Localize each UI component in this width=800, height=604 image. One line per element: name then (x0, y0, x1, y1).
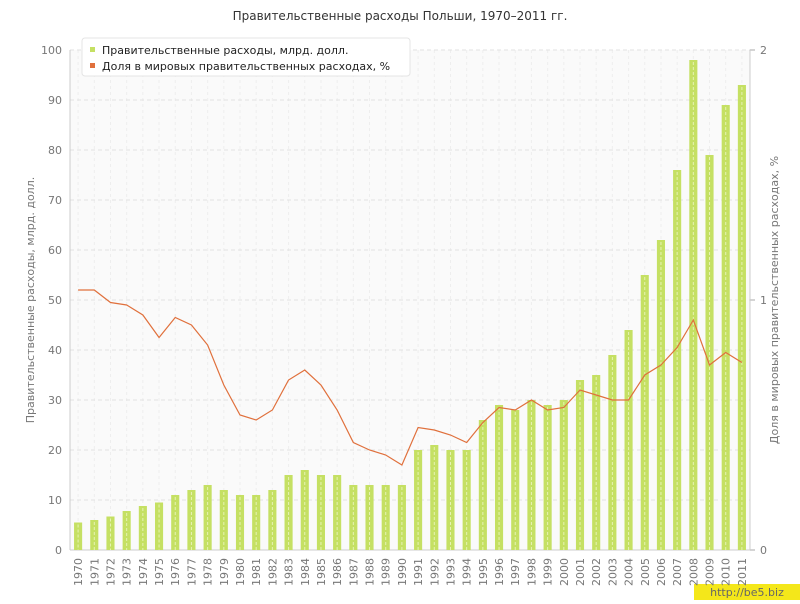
chart-title: Правительственные расходы Польши, 1970–2… (233, 9, 568, 23)
x-tick-label: 2000 (558, 558, 571, 586)
y-tick-label: 30 (48, 394, 62, 407)
x-tick-label: 1972 (104, 558, 117, 586)
line (78, 289, 743, 466)
x-tick-label: 1992 (428, 558, 441, 586)
x-tick-label: 1980 (234, 558, 247, 586)
x-tick-label: 1996 (493, 558, 506, 586)
x-tick-label: 1971 (88, 558, 101, 586)
x-tick-label: 1979 (218, 558, 231, 586)
x-tick-label: 1973 (121, 558, 134, 586)
y2-tick-label: 2 (760, 44, 767, 57)
x-tick-label: 1998 (525, 558, 538, 586)
y-tick-label: 40 (48, 344, 62, 357)
y-tick-label: 60 (48, 244, 62, 257)
x-tick-label: 2010 (720, 558, 733, 586)
x-tick-label: 1976 (169, 558, 182, 586)
x-tick-label: 1994 (461, 558, 474, 586)
x-tick-label: 2003 (606, 558, 619, 586)
x-tick-label: 1988 (364, 558, 377, 586)
x-tick-label: 1986 (331, 558, 344, 586)
y2-tick-label: 0 (760, 544, 767, 557)
x-tick-label: 1981 (250, 558, 263, 586)
x-tick-label: 1974 (137, 558, 150, 586)
x-tick-label: 2002 (590, 558, 603, 586)
x-tick-label: 1997 (509, 558, 522, 586)
legend-label: Правительственные расходы, млрд. долл. (102, 44, 348, 57)
x-tick-label: 1989 (380, 558, 393, 586)
x-tick-label: 2004 (623, 558, 636, 586)
legend-swatch (90, 47, 95, 52)
x-tick-label: 1993 (444, 558, 457, 586)
x-tick-label: 2005 (639, 558, 652, 586)
legend-label: Доля в мировых правительственных расхода… (102, 60, 390, 73)
x-tick-label: 1987 (347, 558, 360, 586)
y-tick-label: 0 (55, 544, 62, 557)
y-tick-label: 50 (48, 294, 62, 307)
y-tick-label: 100 (41, 44, 62, 57)
x-tick-label: 1975 (153, 558, 166, 586)
legend-box (81, 37, 411, 77)
x-tick-label: 1995 (477, 558, 490, 586)
y-tick-label: 20 (48, 444, 62, 457)
x-tick-label: 2007 (671, 558, 684, 586)
x-tick-label: 2001 (574, 558, 587, 586)
watermark: http://be5.biz (710, 586, 784, 599)
legend-swatch (90, 63, 95, 68)
x-tick-label: 2006 (655, 558, 668, 586)
x-tick-label: 1970 (72, 558, 85, 586)
y2-tick-label: 1 (760, 294, 767, 307)
x-tick-label: 1990 (396, 558, 409, 586)
x-tick-label: 1991 (412, 558, 425, 586)
x-tick-label: 2011 (736, 558, 749, 586)
y-tick-label: 90 (48, 94, 62, 107)
x-tick-label: 1985 (315, 558, 328, 586)
x-tick-label: 1983 (283, 558, 296, 586)
y2-axis-title: Доля в мировых правительственных расхода… (768, 156, 781, 444)
y-tick-label: 70 (48, 194, 62, 207)
x-tick-label: 1982 (266, 558, 279, 586)
x-tick-label: 1984 (299, 558, 312, 586)
bar (106, 516, 115, 550)
x-tick-label: 2009 (704, 558, 717, 586)
y-axis-title: Правительственные расходы, млрд. долл. (24, 177, 37, 423)
x-tick-label: 1999 (542, 558, 555, 586)
y-tick-label: 10 (48, 494, 62, 507)
x-tick-label: 1978 (202, 558, 215, 586)
watermark-bg (694, 584, 800, 600)
x-tick-label: 2008 (687, 558, 700, 586)
y-tick-label: 80 (48, 144, 62, 157)
x-tick-label: 1977 (185, 558, 198, 586)
